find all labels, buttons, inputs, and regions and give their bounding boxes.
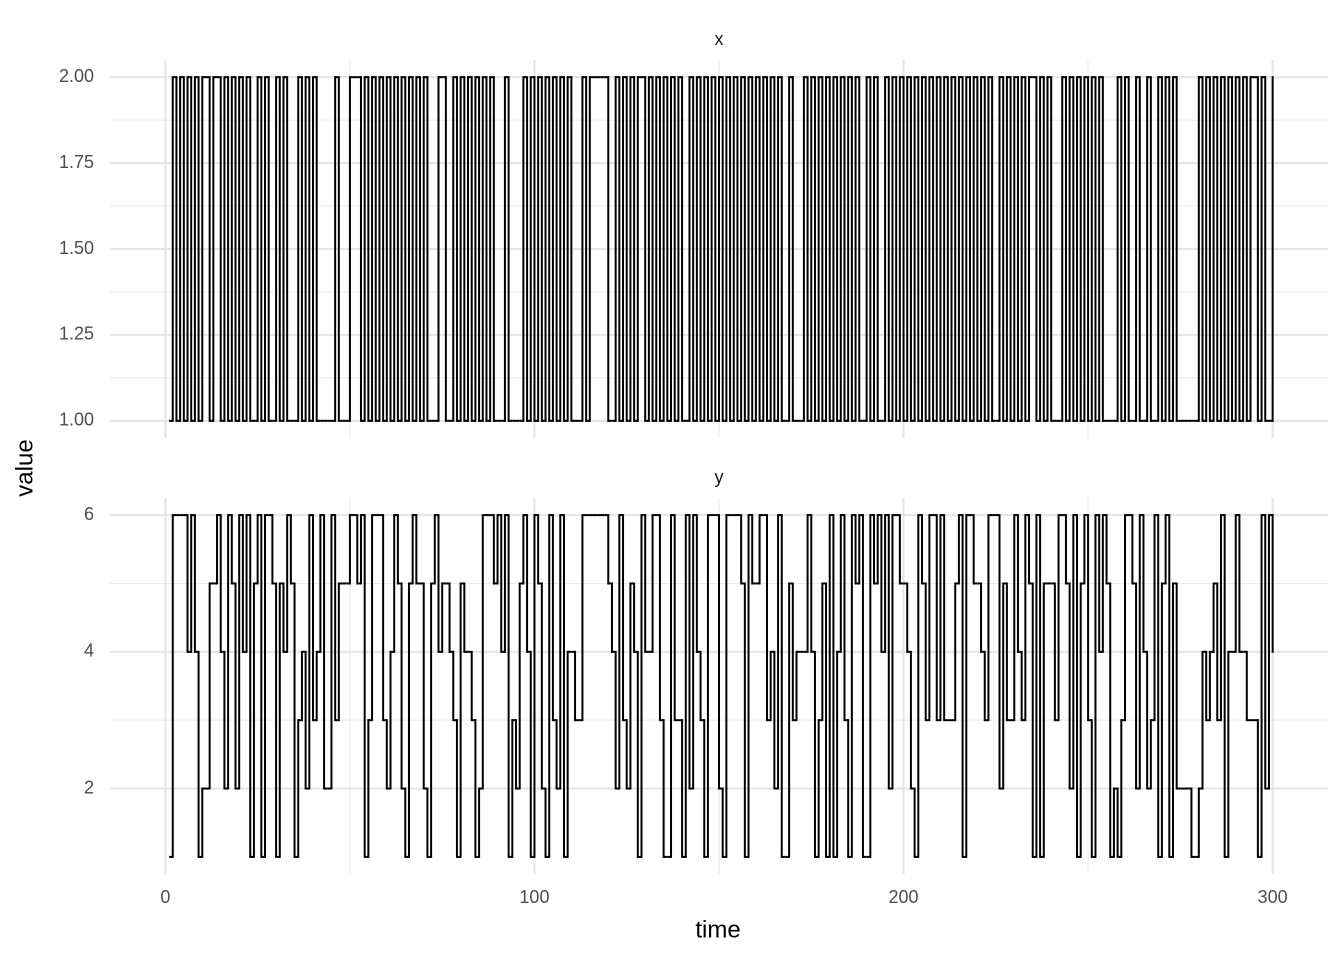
x-tick-label: 100 (519, 887, 549, 907)
y-tick-label: 2.00 (59, 66, 94, 86)
y-tick-label: 2 (84, 777, 94, 797)
facet-label: y (715, 467, 724, 487)
y-axis-title: value (11, 439, 38, 496)
y-tick-label: 1.75 (59, 152, 94, 172)
y-tick-label: 1.00 (59, 410, 94, 430)
facet-label: x (715, 29, 724, 49)
y-tick-label: 6 (84, 504, 94, 524)
x-tick-label: 300 (1258, 887, 1288, 907)
x-tick-label: 0 (160, 887, 170, 907)
y-tick-label: 1.50 (59, 238, 94, 258)
y-tick-label: 1.25 (59, 324, 94, 344)
x-tick-label: 200 (889, 887, 919, 907)
x-axis-title: time (695, 916, 740, 943)
y-tick-label: 4 (84, 641, 94, 661)
